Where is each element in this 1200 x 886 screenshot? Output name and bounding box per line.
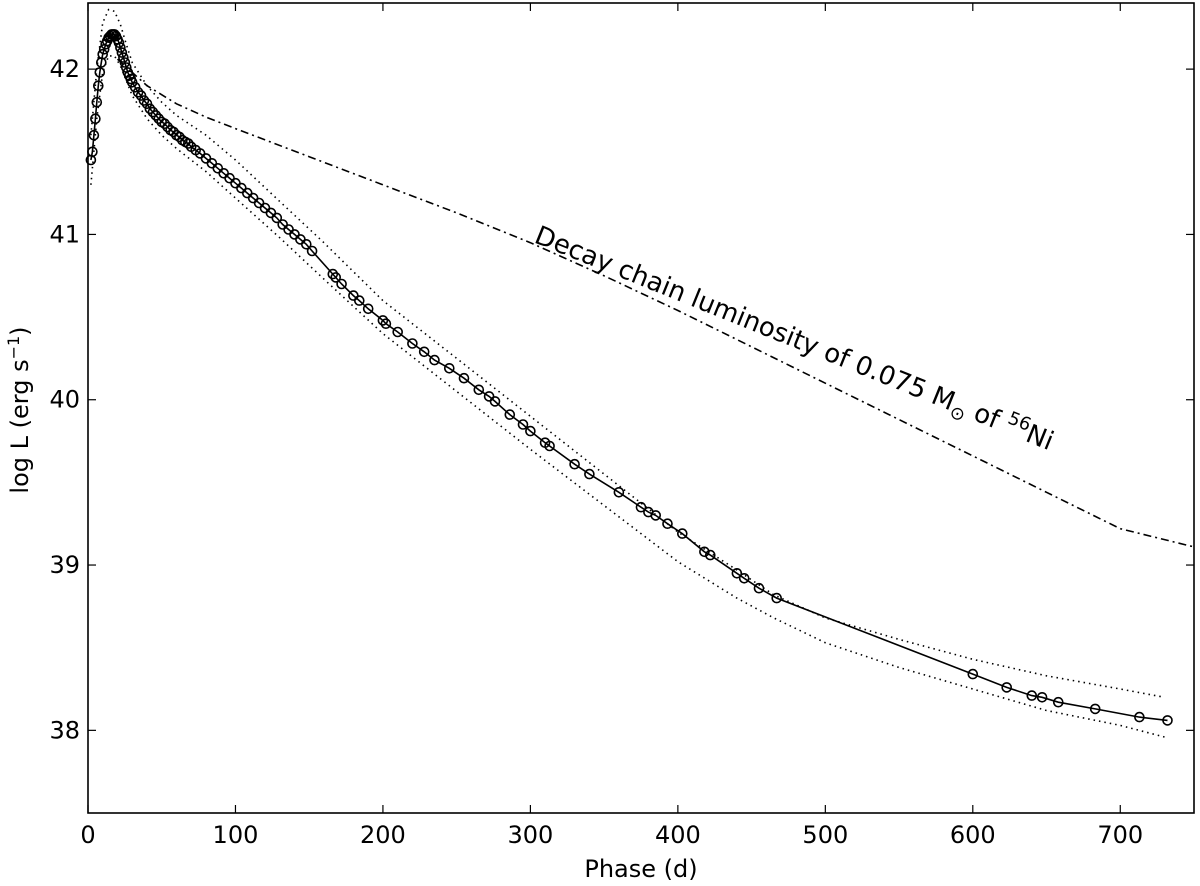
y-tick-label: 39 [49,551,80,579]
data-point [458,372,470,384]
data-point [569,458,580,470]
data-point [380,318,392,330]
data-point [1036,691,1048,703]
y-tick-label: 40 [49,386,80,414]
data-point [613,486,625,498]
data-point [1162,715,1173,726]
data-point [584,468,595,480]
data-point [704,549,716,561]
y-tick-label: 38 [49,716,80,744]
data-point [88,129,100,141]
annotation-prefix: Decay chain luminosity of 0.075 M [530,221,959,417]
data-point [1001,682,1013,693]
data-point [353,295,365,306]
data-point [90,113,101,124]
x-tick-label: 500 [802,821,848,849]
x-tick-label: 700 [1097,821,1143,849]
x-tick-label: 600 [950,821,996,849]
data-point [132,87,144,98]
data-point [183,138,194,149]
data-point [300,239,312,250]
data-point [113,37,125,49]
series-0-line [90,33,1168,722]
data-point [144,103,156,115]
y-axis-label-exponent: −1 [4,336,23,360]
data-point [771,592,783,604]
plot-frame [87,2,1195,814]
data-point [94,67,106,78]
data-point [97,48,108,60]
y-tick-label: 42 [49,55,80,83]
data-point [138,95,150,106]
data-point [676,528,688,539]
data-point [91,96,103,108]
data-point [489,396,501,407]
series-2-line [90,55,1165,738]
decay-chain-annotation: Decay chain luminosity of 0.075 M⊙ of 56… [529,218,1059,461]
x-axis-label: Phase (d) [584,855,697,883]
data-point [1134,711,1145,723]
data-point [504,409,516,420]
data-point [271,212,283,224]
data-point [116,47,128,58]
data-point [118,52,129,63]
data-point [967,668,979,680]
x-tick-label: 200 [360,821,406,849]
x-tick-label: 400 [655,821,701,849]
data-point [1053,696,1064,708]
data-point [306,245,318,257]
data-point [336,278,347,290]
y-tick-label: 41 [49,220,80,248]
series-3-line [116,58,1195,548]
annotation-sun-symbol: ⊙ [946,401,968,426]
data-point [159,118,170,129]
tick-layer: 0 100 200 300 400 500 600 700 38 39 40 41 42 [49,3,1194,849]
data-point [1026,690,1038,701]
data-point [473,384,485,396]
data-point [150,110,162,121]
x-tick-label: 100 [213,821,259,849]
data-point [525,425,536,437]
data-point [544,440,555,452]
data-point [517,419,529,430]
series-layer [85,8,1195,738]
data-point [147,106,159,118]
data-point [115,42,126,53]
data-point [650,510,662,521]
y-axis-label-main: log L (erg s [6,359,34,493]
data-point [392,326,404,338]
data-point [330,272,342,283]
data-point [1089,703,1101,715]
data-point [429,354,440,366]
data-point [407,338,418,349]
data-point [377,315,389,326]
data-point [93,80,104,91]
data-point [738,572,750,584]
y-axis-label-end: ) [6,326,34,335]
x-tick-label: 300 [507,821,553,849]
data-point [418,346,430,358]
y-axis-label: log L (erg s−1) [4,326,34,493]
series-1-line [90,8,1165,699]
x-tick-label: 0 [80,821,95,849]
annotation-middle: of [962,395,1012,438]
data-point [362,303,374,315]
data-point [662,518,673,530]
data-point [443,362,455,374]
data-point [327,268,339,280]
